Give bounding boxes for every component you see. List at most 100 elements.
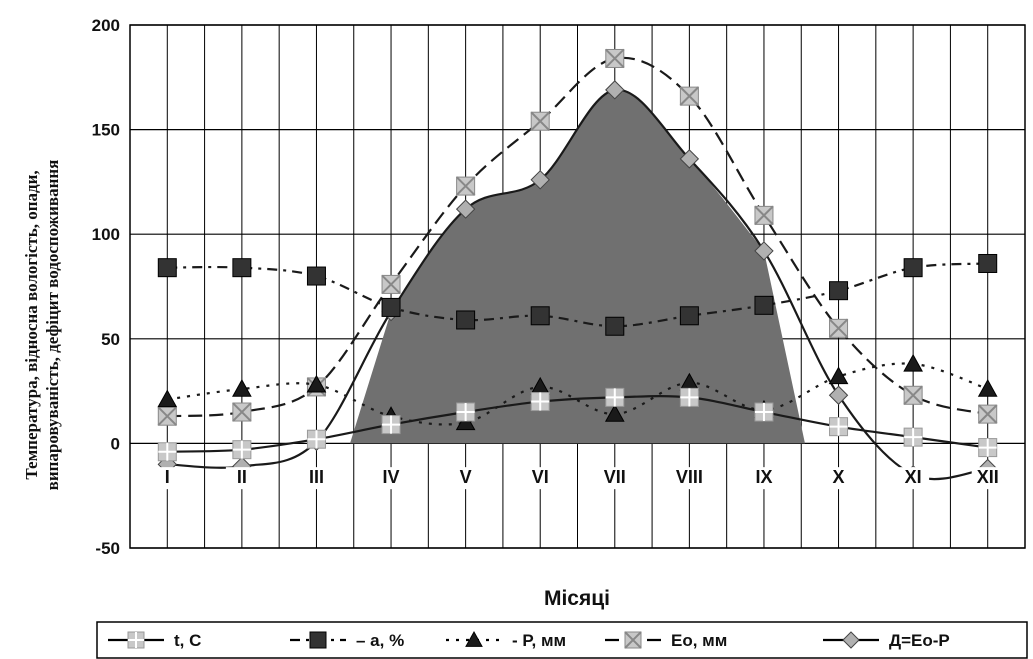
y-tick-label: 50 <box>101 330 120 349</box>
data-point <box>903 353 923 372</box>
data-point <box>605 48 625 69</box>
data-point <box>679 306 699 326</box>
data-point <box>306 374 327 393</box>
category-label-bg <box>598 467 631 490</box>
data-point <box>381 274 401 295</box>
data-point <box>604 404 625 422</box>
series-layer <box>157 48 998 485</box>
data-point <box>306 266 326 286</box>
data-point <box>829 417 849 437</box>
shaded-deficit-area <box>350 89 805 444</box>
y-tick-labels: -50 0 50 100 150 200 <box>92 16 120 558</box>
y-tick-label: 150 <box>92 121 120 140</box>
data-point <box>754 205 774 226</box>
data-point <box>157 442 177 462</box>
data-point <box>530 170 550 190</box>
category-label: VII <box>604 467 626 487</box>
category-label-bg <box>524 467 557 490</box>
legend-label: Д=Eo-P <box>889 631 950 650</box>
data-point <box>978 438 998 458</box>
data-point <box>978 253 998 273</box>
category-label-bg <box>225 467 258 490</box>
data-point <box>903 427 923 447</box>
data-point <box>530 306 550 326</box>
data-point <box>232 402 252 422</box>
legend-marker <box>624 631 642 649</box>
category-labels: I II III IV V VI VII VIII IX X XI XII <box>151 467 1004 490</box>
category-label-bg <box>449 467 482 490</box>
y-tick-label: -50 <box>95 539 120 558</box>
category-label-bg <box>747 467 780 490</box>
legend-marker <box>465 630 483 647</box>
legend-marker <box>842 631 860 649</box>
data-point <box>754 241 774 261</box>
data-point <box>456 310 476 330</box>
legend-marker <box>127 631 145 649</box>
category-label: XII <box>977 467 999 487</box>
data-point <box>605 316 625 336</box>
data-point <box>381 415 401 435</box>
y-axis-label-line-1: Температура, відносна вологість, опади, <box>22 170 41 479</box>
legend-label: – a, % <box>356 631 404 650</box>
category-label: VI <box>532 467 549 487</box>
data-point <box>829 281 849 301</box>
data-point <box>754 402 774 422</box>
category-label-bg <box>822 467 855 490</box>
legend-item-2: – a, % <box>290 631 404 650</box>
category-label: V <box>460 467 472 487</box>
legend-item-3: - P, мм <box>446 630 566 650</box>
data-point <box>754 295 774 315</box>
legend-items: t, С – a, % - P, мм Eo, мм Д=Eo-P <box>108 630 950 650</box>
data-point <box>455 412 476 431</box>
category-label-bg <box>300 467 333 490</box>
y-tick-label: 200 <box>92 16 120 35</box>
data-point <box>903 385 923 405</box>
legend-item-5: Д=Eo-P <box>823 631 950 650</box>
data-point <box>157 406 177 426</box>
legend: t, С – a, % - P, мм Eo, мм Д=Eo-P <box>96 621 1028 659</box>
data-point <box>977 378 998 397</box>
category-label-bg <box>897 467 930 490</box>
data-point <box>530 392 550 412</box>
data-point <box>679 387 699 407</box>
x-axis-label: Місяці <box>544 587 610 610</box>
series-1 <box>157 387 998 462</box>
y-axis-label-line-2: випаровуваність, дефіцит водоспоживання <box>43 160 62 491</box>
category-label-bg <box>151 467 184 490</box>
data-point <box>679 86 700 106</box>
data-point <box>679 149 700 169</box>
data-point <box>232 258 252 278</box>
data-point <box>530 111 550 131</box>
data-point <box>306 429 326 449</box>
data-point <box>232 378 252 397</box>
y-tick-label: 0 <box>111 434 120 453</box>
data-point <box>456 402 476 422</box>
category-label: III <box>309 467 324 487</box>
category-label-bg <box>673 467 706 490</box>
category-label: X <box>833 467 845 487</box>
data-point <box>381 297 401 317</box>
data-point <box>903 258 923 278</box>
y-tick-label: 100 <box>92 225 120 244</box>
data-point <box>978 404 998 424</box>
data-point <box>455 176 476 196</box>
category-label: IV <box>383 467 400 487</box>
data-point <box>157 258 177 278</box>
data-point <box>157 389 178 408</box>
data-point <box>232 440 252 460</box>
data-point <box>605 80 625 100</box>
category-label: VIII <box>676 467 703 487</box>
category-label: I <box>165 467 170 487</box>
legend-label: - P, мм <box>512 631 566 650</box>
data-point <box>828 366 849 385</box>
legend-item-1: t, С <box>108 631 201 650</box>
category-label-bg <box>375 467 408 490</box>
series-2 <box>157 253 998 336</box>
data-point <box>605 387 625 407</box>
data-point <box>828 318 849 339</box>
deficit-area <box>350 89 805 444</box>
series-4 <box>157 48 998 426</box>
category-label-bg <box>971 467 1004 490</box>
legend-label: Eo, мм <box>671 631 727 650</box>
